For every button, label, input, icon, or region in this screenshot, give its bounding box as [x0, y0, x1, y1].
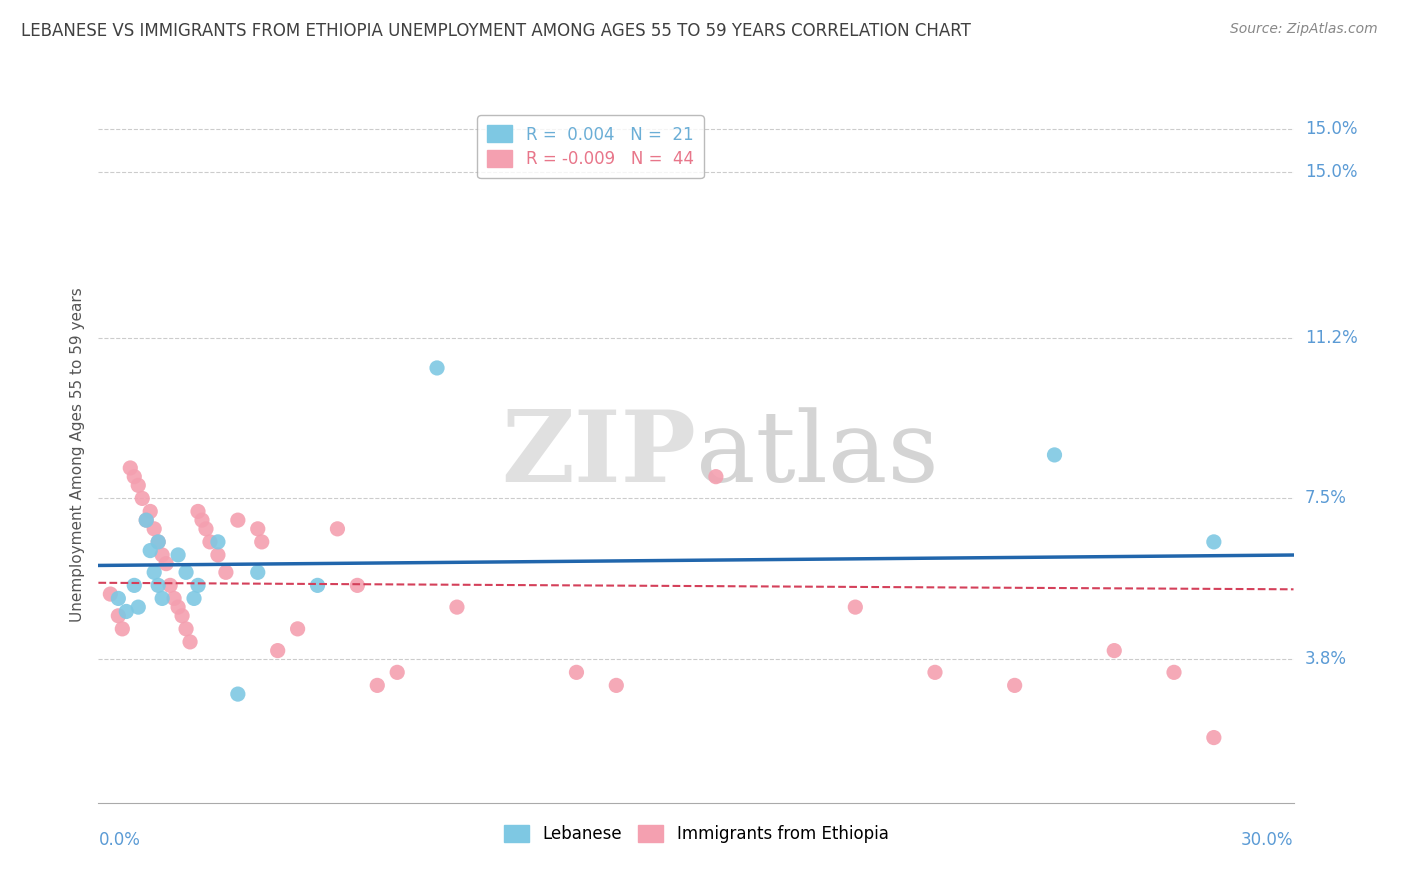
- Point: [246, 522, 269, 536]
- Point: [124, 578, 146, 592]
- Point: [267, 643, 290, 657]
- Point: [111, 622, 134, 636]
- Text: 11.2%: 11.2%: [1305, 328, 1357, 346]
- Text: 0.0%: 0.0%: [98, 830, 141, 848]
- Point: [107, 591, 129, 606]
- Text: 7.5%: 7.5%: [1305, 490, 1347, 508]
- Point: [187, 578, 209, 592]
- Point: [131, 491, 153, 506]
- Point: [143, 522, 166, 536]
- Point: [346, 578, 368, 592]
- Point: [250, 534, 273, 549]
- Text: 15.0%: 15.0%: [1305, 163, 1357, 181]
- Point: [150, 548, 173, 562]
- Point: [307, 578, 329, 592]
- Point: [124, 469, 146, 483]
- Point: [167, 548, 190, 562]
- Point: [139, 504, 162, 518]
- Point: [143, 566, 166, 580]
- Point: [98, 587, 122, 601]
- Point: [385, 665, 409, 680]
- Text: 15.0%: 15.0%: [1305, 120, 1357, 137]
- Point: [195, 522, 218, 536]
- Text: LEBANESE VS IMMIGRANTS FROM ETHIOPIA UNEMPLOYMENT AMONG AGES 55 TO 59 YEARS CORR: LEBANESE VS IMMIGRANTS FROM ETHIOPIA UNE…: [21, 22, 972, 40]
- Point: [179, 635, 201, 649]
- Text: Source: ZipAtlas.com: Source: ZipAtlas.com: [1230, 22, 1378, 37]
- Point: [1043, 448, 1066, 462]
- Text: atlas: atlas: [696, 407, 939, 503]
- Point: [215, 566, 238, 580]
- Point: [174, 622, 197, 636]
- Point: [148, 534, 170, 549]
- Point: [326, 522, 349, 536]
- Y-axis label: Unemployment Among Ages 55 to 59 years: Unemployment Among Ages 55 to 59 years: [69, 287, 84, 623]
- Point: [172, 608, 194, 623]
- Text: 30.0%: 30.0%: [1241, 830, 1294, 848]
- Point: [148, 578, 170, 592]
- Point: [127, 478, 149, 492]
- Point: [155, 557, 177, 571]
- Point: [107, 608, 129, 623]
- Point: [246, 566, 269, 580]
- Point: [187, 504, 209, 518]
- Point: [1104, 643, 1126, 657]
- Point: [924, 665, 946, 680]
- Point: [1202, 731, 1225, 745]
- Point: [127, 600, 149, 615]
- Point: [183, 591, 205, 606]
- Point: [150, 591, 173, 606]
- Point: [135, 513, 157, 527]
- Point: [704, 469, 727, 483]
- Point: [148, 534, 170, 549]
- Text: ZIP: ZIP: [501, 407, 696, 503]
- Point: [135, 513, 157, 527]
- Point: [446, 600, 468, 615]
- Legend: Lebanese, Immigrants from Ethiopia: Lebanese, Immigrants from Ethiopia: [496, 819, 896, 850]
- Point: [1202, 534, 1225, 549]
- Point: [844, 600, 866, 615]
- Point: [139, 543, 162, 558]
- Point: [426, 360, 449, 375]
- Point: [163, 591, 186, 606]
- Point: [198, 534, 221, 549]
- Point: [605, 678, 627, 692]
- Point: [565, 665, 588, 680]
- Text: 3.8%: 3.8%: [1305, 650, 1347, 668]
- Point: [1163, 665, 1185, 680]
- Point: [226, 687, 249, 701]
- Point: [120, 461, 142, 475]
- Point: [366, 678, 388, 692]
- Point: [207, 534, 229, 549]
- Point: [287, 622, 309, 636]
- Point: [159, 578, 181, 592]
- Point: [207, 548, 229, 562]
- Point: [174, 566, 197, 580]
- Point: [167, 600, 190, 615]
- Point: [226, 513, 249, 527]
- Point: [191, 513, 214, 527]
- Point: [115, 605, 138, 619]
- Point: [1004, 678, 1026, 692]
